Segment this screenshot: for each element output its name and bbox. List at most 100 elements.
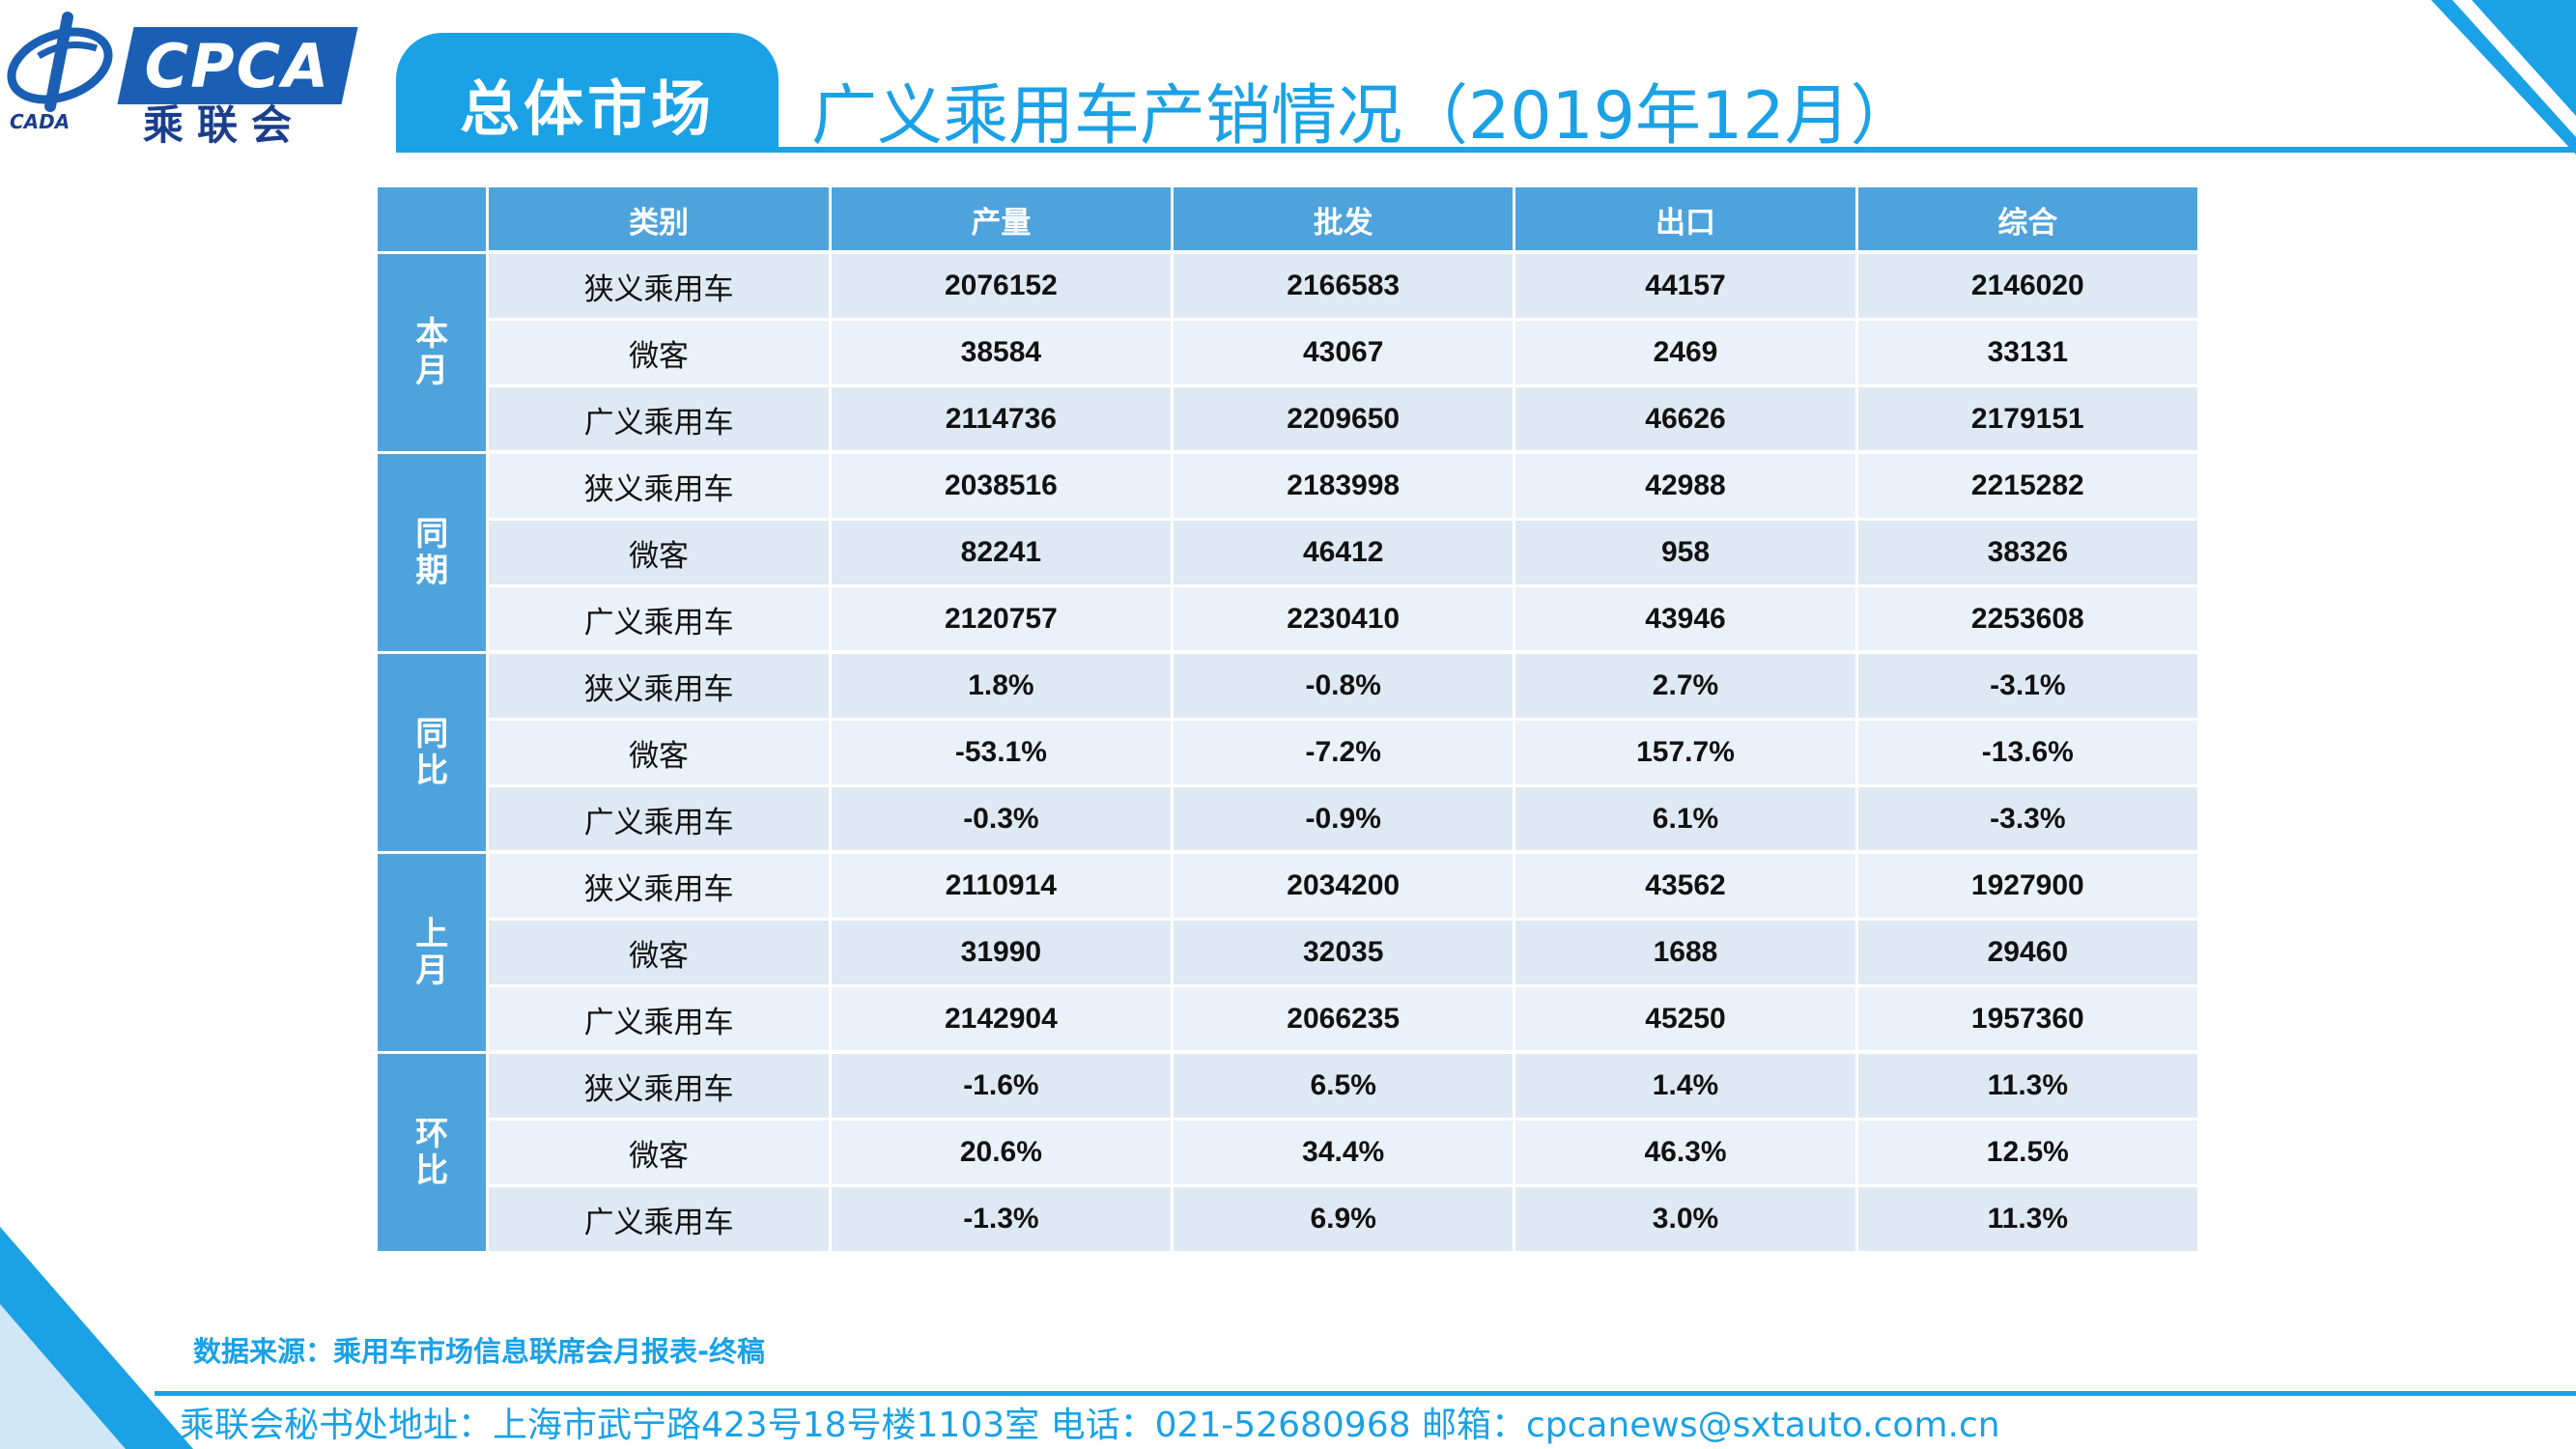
cell-wholesale: 2034200 bbox=[1174, 854, 1514, 918]
footer-contact-info: 乘联会秘书处地址：上海市武宁路423号18号楼1103室 电话：021-5268… bbox=[180, 1406, 2000, 1445]
section-tab: 总体市场 bbox=[396, 33, 778, 151]
header-cell-category: 类别 bbox=[489, 187, 829, 251]
cell-export: 42988 bbox=[1515, 454, 1855, 518]
cell-production: 2110914 bbox=[831, 854, 1172, 918]
cell-combined: 2146020 bbox=[1857, 254, 2197, 318]
cell-combined: 1957360 bbox=[1857, 987, 2197, 1051]
cell-production: 2114736 bbox=[831, 387, 1172, 451]
cell-wholesale: 32035 bbox=[1174, 921, 1514, 984]
cell-production: 20.6% bbox=[831, 1121, 1172, 1184]
cell-wholesale: 2183998 bbox=[1174, 454, 1514, 518]
table-body: 本月 狭义乘用车 2076152 2166583 44157 2146020 微… bbox=[378, 254, 2197, 1251]
logo-sub-text: CADA bbox=[10, 110, 71, 133]
header-divider bbox=[396, 147, 2576, 153]
group-label-this-month: 本月 bbox=[378, 254, 487, 451]
table-header-row: 类别 产量 批发 出口 综合 bbox=[378, 187, 2197, 251]
logo-emblem-icon bbox=[7, 12, 113, 112]
cell-combined: 12.5% bbox=[1857, 1121, 2197, 1184]
cell-export: 157.7% bbox=[1515, 721, 1855, 784]
table-row: 微客 -53.1% -7.2% 157.7% -13.6% bbox=[378, 721, 2197, 784]
row-category: 微客 bbox=[489, 1121, 829, 1184]
table-row: 广义乘用车 2114736 2209650 46626 2179151 bbox=[378, 387, 2197, 451]
cell-production: 82241 bbox=[831, 521, 1172, 584]
header-cell-wholesale: 批发 bbox=[1174, 187, 1514, 251]
row-category: 微客 bbox=[489, 521, 829, 584]
header-cell-combined: 综合 bbox=[1857, 187, 2197, 251]
row-category: 狭义乘用车 bbox=[489, 454, 829, 518]
cell-wholesale: 2209650 bbox=[1174, 387, 1514, 451]
table-row: 微客 38584 43067 2469 33131 bbox=[378, 321, 2197, 384]
cell-production: 2038516 bbox=[831, 454, 1172, 518]
cell-combined: 38326 bbox=[1857, 521, 2197, 584]
table-row: 广义乘用车 -1.3% 6.9% 3.0% 11.3% bbox=[378, 1187, 2197, 1251]
row-category: 广义乘用车 bbox=[489, 387, 829, 451]
cell-combined: -13.6% bbox=[1857, 721, 2197, 784]
table-row: 广义乘用车 2142904 2066235 45250 1957360 bbox=[378, 987, 2197, 1051]
section-tab-label: 总体市场 bbox=[459, 73, 715, 144]
footer-divider bbox=[155, 1391, 2576, 1396]
group-label-month-on-month: 环比 bbox=[378, 1054, 487, 1251]
row-category: 狭义乘用车 bbox=[489, 654, 829, 718]
table-row: 微客 31990 32035 1688 29460 bbox=[378, 921, 2197, 984]
cell-production: 31990 bbox=[831, 921, 1172, 984]
page-title: 广义乘用车产销情况（2019年12月） bbox=[811, 78, 1916, 155]
cell-export: 3.0% bbox=[1515, 1187, 1855, 1251]
cell-production: -0.3% bbox=[831, 787, 1172, 851]
cell-production: 38584 bbox=[831, 321, 1172, 384]
row-category: 狭义乘用车 bbox=[489, 254, 829, 318]
header-cell-production: 产量 bbox=[831, 187, 1172, 251]
corner-decoration-icon bbox=[2431, 0, 2576, 155]
row-category: 广义乘用车 bbox=[489, 787, 829, 851]
cell-wholesale: 2230410 bbox=[1174, 587, 1514, 651]
row-category: 狭义乘用车 bbox=[489, 854, 829, 918]
row-category: 微客 bbox=[489, 721, 829, 784]
cell-combined: 2179151 bbox=[1857, 387, 2197, 451]
row-category: 狭义乘用车 bbox=[489, 1054, 829, 1118]
cell-wholesale: -0.9% bbox=[1174, 787, 1514, 851]
cell-export: 43562 bbox=[1515, 854, 1855, 918]
cell-production: 2142904 bbox=[831, 987, 1172, 1051]
cell-export: 46626 bbox=[1515, 387, 1855, 451]
row-category: 广义乘用车 bbox=[489, 1187, 829, 1251]
cell-wholesale: -0.8% bbox=[1174, 654, 1514, 718]
group-label-year-on-year: 同比 bbox=[378, 654, 487, 851]
cell-export: 2469 bbox=[1515, 321, 1855, 384]
group-label-last-month: 上月 bbox=[378, 854, 487, 1051]
cell-wholesale: 6.5% bbox=[1174, 1054, 1514, 1118]
cell-export: 45250 bbox=[1515, 987, 1855, 1051]
cell-combined: 2253608 bbox=[1857, 587, 2197, 651]
cell-combined: 33131 bbox=[1857, 321, 2197, 384]
row-category: 微客 bbox=[489, 921, 829, 984]
data-source-note: 数据来源：乘用车市场信息联席会月报表-终稿 bbox=[193, 1335, 766, 1368]
cell-production: 2120757 bbox=[831, 587, 1172, 651]
cell-combined: -3.3% bbox=[1857, 787, 2197, 851]
cell-wholesale: -7.2% bbox=[1174, 721, 1514, 784]
cell-production: 2076152 bbox=[831, 254, 1172, 318]
cell-wholesale: 2066235 bbox=[1174, 987, 1514, 1051]
cell-combined: 29460 bbox=[1857, 921, 2197, 984]
cell-production: -53.1% bbox=[831, 721, 1172, 784]
cell-export: 6.1% bbox=[1515, 787, 1855, 851]
cell-combined: 2215282 bbox=[1857, 454, 2197, 518]
cell-export: 2.7% bbox=[1515, 654, 1855, 718]
row-category: 广义乘用车 bbox=[489, 587, 829, 651]
table-row: 本月 狭义乘用车 2076152 2166583 44157 2146020 bbox=[378, 254, 2197, 451]
cell-export: 43946 bbox=[1515, 587, 1855, 651]
table-row: 同比 狭义乘用车 1.8% -0.8% 2.7% -3.1% bbox=[378, 654, 2197, 851]
table-row: 微客 20.6% 34.4% 46.3% 12.5% bbox=[378, 1121, 2197, 1184]
table-row: 上月 狭义乘用车 2110914 2034200 43562 1927900 bbox=[378, 854, 2197, 1051]
cell-production: -1.6% bbox=[831, 1054, 1172, 1118]
cell-export: 1.4% bbox=[1515, 1054, 1855, 1118]
cell-combined: -3.1% bbox=[1857, 654, 2197, 718]
cell-wholesale: 2166583 bbox=[1174, 254, 1514, 318]
cell-combined: 11.3% bbox=[1857, 1187, 2197, 1251]
header-cell-export: 出口 bbox=[1515, 187, 1855, 251]
table-row: 广义乘用车 -0.3% -0.9% 6.1% -3.3% bbox=[378, 787, 2197, 851]
cell-production: -1.3% bbox=[831, 1187, 1172, 1251]
table-row: 环比 狭义乘用车 -1.6% 6.5% 1.4% 11.3% bbox=[378, 1054, 2197, 1251]
cell-export: 44157 bbox=[1515, 254, 1855, 318]
table-row: 广义乘用车 2120757 2230410 43946 2253608 bbox=[378, 587, 2197, 651]
cpca-logo: CPCA 乘联会 CADA bbox=[0, 10, 358, 149]
cell-wholesale: 6.9% bbox=[1174, 1187, 1514, 1251]
corner-decoration-icon bbox=[0, 1227, 193, 1449]
